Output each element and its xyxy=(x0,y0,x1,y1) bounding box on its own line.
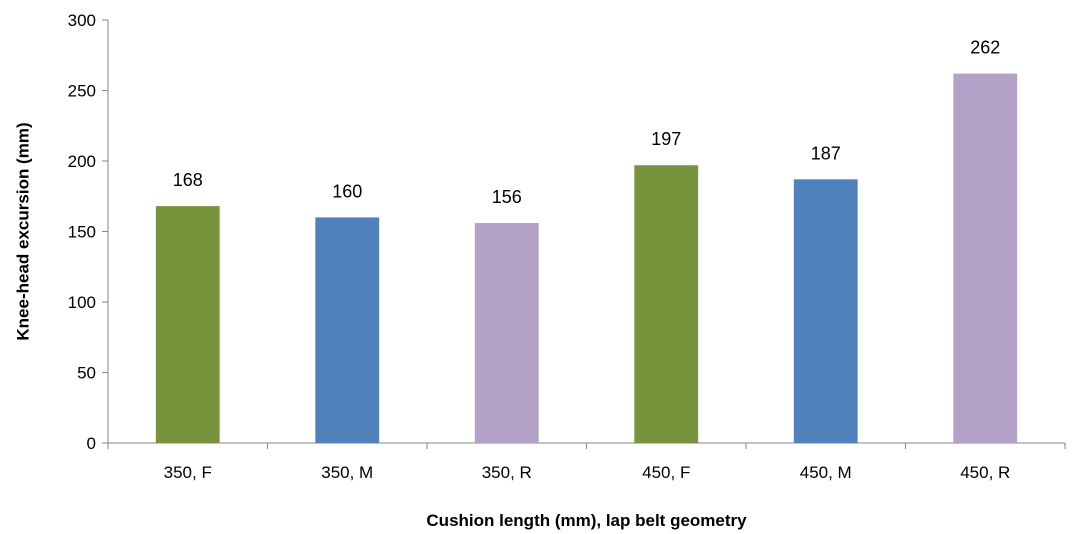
data-label: 262 xyxy=(970,38,1000,58)
x-tick-label: 450, M xyxy=(800,463,852,482)
bar xyxy=(155,206,220,443)
y-tick-label: 300 xyxy=(68,11,96,30)
y-tick-label: 100 xyxy=(68,293,96,312)
y-tick-label: 0 xyxy=(87,434,96,453)
y-tick-label: 200 xyxy=(68,152,96,171)
data-label: 156 xyxy=(492,187,522,207)
x-axis-title: Cushion length (mm), lap belt geometry xyxy=(426,511,747,530)
y-tick-label: 50 xyxy=(77,364,96,383)
data-label: 168 xyxy=(173,170,203,190)
bars xyxy=(155,73,1018,444)
bar xyxy=(793,179,858,443)
x-tick-label: 450, F xyxy=(642,463,690,482)
y-axis: 0 50 100 150 200 250 300 xyxy=(68,11,109,453)
bar xyxy=(634,165,699,444)
y-tick-label: 150 xyxy=(68,223,96,242)
bar xyxy=(474,223,539,443)
x-tick-label: 450, R xyxy=(960,463,1010,482)
data-label: 197 xyxy=(651,129,681,149)
data-labels: 168 160 156 197 187 262 xyxy=(173,38,1001,207)
x-axis: 350, F 350, M 350, R 450, F 450, M 450, R xyxy=(107,442,1066,482)
bar xyxy=(315,217,380,443)
x-tick-label: 350, F xyxy=(164,463,212,482)
y-tick-label: 250 xyxy=(68,82,96,101)
x-tick-label: 350, M xyxy=(321,463,373,482)
data-label: 187 xyxy=(811,143,841,163)
y-axis-title: Knee-head excursion (mm) xyxy=(13,122,32,340)
data-label: 160 xyxy=(332,181,362,201)
x-tick-label: 350, R xyxy=(482,463,532,482)
bar xyxy=(953,73,1018,443)
